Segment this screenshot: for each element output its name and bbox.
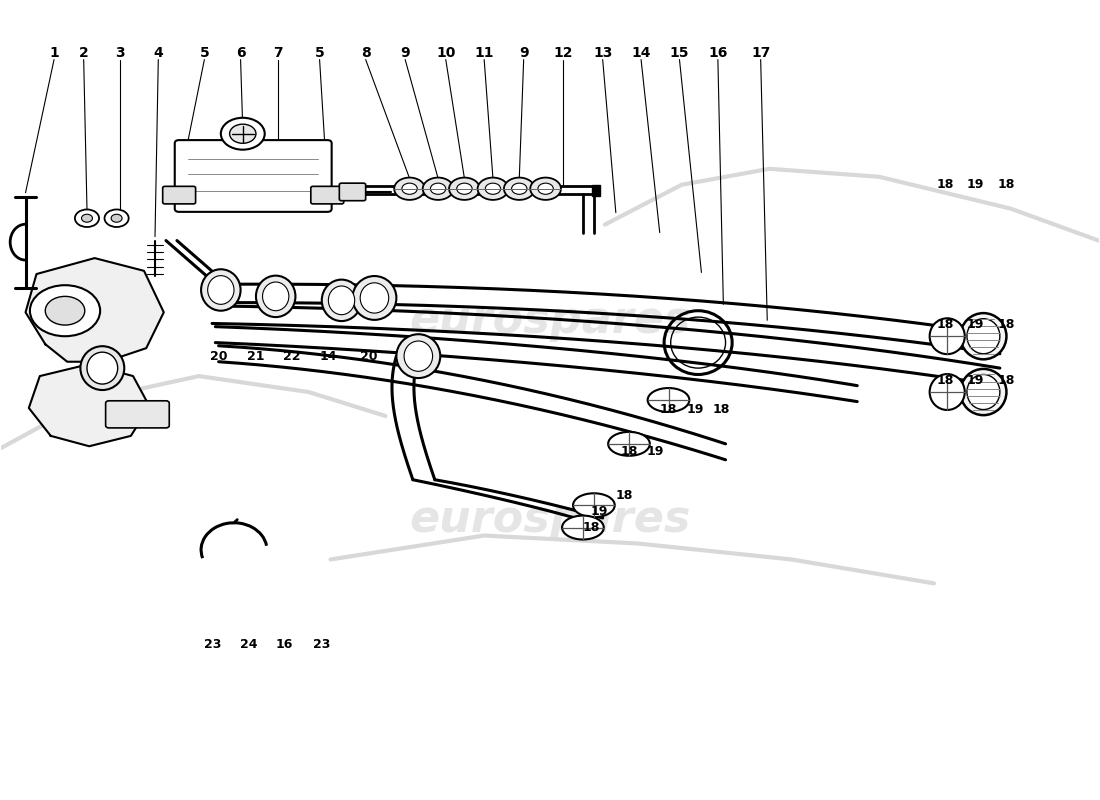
Text: 18: 18 <box>936 374 954 386</box>
Polygon shape <box>29 364 150 446</box>
Text: 1: 1 <box>50 46 59 60</box>
Text: 18: 18 <box>660 403 678 416</box>
Ellipse shape <box>573 494 615 517</box>
Ellipse shape <box>960 313 1006 359</box>
Text: 18: 18 <box>620 446 638 458</box>
FancyBboxPatch shape <box>311 186 343 204</box>
Circle shape <box>104 210 129 227</box>
Circle shape <box>538 183 553 194</box>
Ellipse shape <box>201 270 241 310</box>
Ellipse shape <box>930 318 965 354</box>
Text: 2: 2 <box>79 46 89 60</box>
Text: 21: 21 <box>248 350 265 362</box>
Text: 8: 8 <box>361 46 371 60</box>
Ellipse shape <box>87 352 118 384</box>
Ellipse shape <box>322 280 361 321</box>
Text: 19: 19 <box>647 446 664 458</box>
Text: 19: 19 <box>686 403 704 416</box>
Ellipse shape <box>960 369 1006 415</box>
Text: 5: 5 <box>199 46 209 60</box>
Circle shape <box>111 214 122 222</box>
Text: 15: 15 <box>670 46 690 60</box>
Text: 11: 11 <box>474 46 494 60</box>
FancyBboxPatch shape <box>163 186 196 204</box>
Circle shape <box>422 178 453 200</box>
Text: 19: 19 <box>967 374 984 386</box>
Ellipse shape <box>648 388 690 412</box>
Text: 18: 18 <box>713 403 730 416</box>
Text: 9: 9 <box>519 46 528 60</box>
Text: 18: 18 <box>936 318 954 330</box>
FancyBboxPatch shape <box>339 183 365 201</box>
FancyBboxPatch shape <box>106 401 169 428</box>
Text: 14: 14 <box>320 350 337 362</box>
Text: 24: 24 <box>240 638 257 651</box>
Text: eurospares: eurospares <box>409 498 691 541</box>
Ellipse shape <box>562 515 604 539</box>
Text: 19: 19 <box>967 318 984 330</box>
Text: 22: 22 <box>284 350 301 362</box>
Circle shape <box>402 183 417 194</box>
Text: 18: 18 <box>998 178 1015 191</box>
Text: 16: 16 <box>708 46 727 60</box>
Circle shape <box>504 178 535 200</box>
Text: 17: 17 <box>751 46 770 60</box>
Bar <box>592 185 601 196</box>
Text: 10: 10 <box>436 46 455 60</box>
Text: 6: 6 <box>235 46 245 60</box>
Ellipse shape <box>256 276 296 317</box>
Circle shape <box>430 183 446 194</box>
Ellipse shape <box>329 286 354 314</box>
FancyBboxPatch shape <box>175 140 332 212</box>
Circle shape <box>512 183 527 194</box>
Circle shape <box>530 178 561 200</box>
Circle shape <box>75 210 99 227</box>
Text: 3: 3 <box>116 46 124 60</box>
Ellipse shape <box>263 282 289 310</box>
Text: 19: 19 <box>591 505 608 518</box>
Ellipse shape <box>360 283 388 313</box>
Text: 14: 14 <box>631 46 651 60</box>
Text: 23: 23 <box>205 638 222 651</box>
Ellipse shape <box>404 341 432 371</box>
Text: 4: 4 <box>153 46 163 60</box>
Text: 19: 19 <box>967 178 984 191</box>
Text: 18: 18 <box>583 521 601 534</box>
Circle shape <box>230 124 256 143</box>
Circle shape <box>30 286 100 336</box>
Text: eurospares: eurospares <box>409 298 691 342</box>
Ellipse shape <box>608 432 650 456</box>
Text: 20: 20 <box>210 350 228 362</box>
Circle shape <box>81 214 92 222</box>
Text: 16: 16 <box>276 638 294 651</box>
Text: 12: 12 <box>553 46 573 60</box>
Circle shape <box>221 118 265 150</box>
Text: 9: 9 <box>400 46 410 60</box>
Text: 23: 23 <box>314 638 330 651</box>
Ellipse shape <box>208 276 234 304</box>
Ellipse shape <box>80 346 124 390</box>
Text: 18: 18 <box>998 318 1015 330</box>
Ellipse shape <box>967 374 1000 410</box>
Ellipse shape <box>967 318 1000 354</box>
Ellipse shape <box>930 374 965 410</box>
Ellipse shape <box>352 276 396 320</box>
Circle shape <box>449 178 480 200</box>
Ellipse shape <box>396 334 440 378</box>
Circle shape <box>456 183 472 194</box>
Circle shape <box>477 178 508 200</box>
Polygon shape <box>25 258 164 362</box>
Text: 7: 7 <box>273 46 283 60</box>
Circle shape <box>394 178 425 200</box>
Text: 18: 18 <box>616 489 634 502</box>
Circle shape <box>45 296 85 325</box>
Text: 18: 18 <box>998 374 1015 386</box>
Text: 5: 5 <box>315 46 324 60</box>
Text: 13: 13 <box>593 46 613 60</box>
Text: 20: 20 <box>360 350 377 362</box>
Text: 18: 18 <box>936 178 954 191</box>
Circle shape <box>485 183 501 194</box>
